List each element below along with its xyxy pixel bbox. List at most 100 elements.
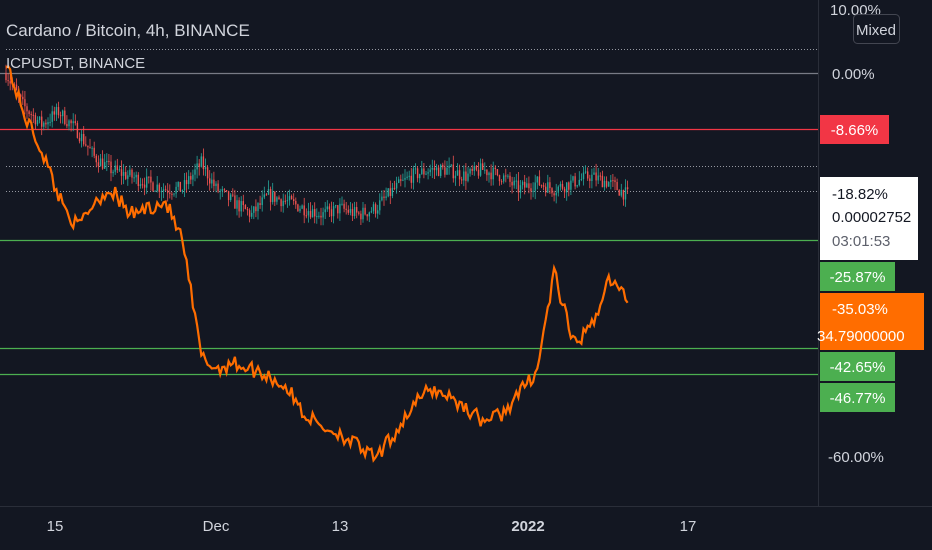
- candle-body: [34, 115, 37, 125]
- candle-body: [626, 187, 629, 190]
- candle-body: [286, 200, 289, 202]
- candle-body: [545, 186, 547, 193]
- candle-body: [185, 180, 188, 185]
- candle-body: [278, 197, 280, 200]
- candle-body: [616, 182, 618, 190]
- candle-body: [572, 176, 574, 181]
- green-line-tag-label: -25.87%: [830, 269, 886, 286]
- candle-body: [337, 205, 339, 214]
- chart-title: Cardano / Bitcoin, 4h, BINANCE: [6, 21, 250, 40]
- candle-body: [59, 115, 62, 117]
- candle-body: [477, 169, 480, 176]
- candle-body: [381, 196, 383, 201]
- candle-body: [515, 180, 517, 182]
- candle-body: [435, 167, 438, 171]
- candle-body: [261, 197, 263, 206]
- candle-body: [452, 164, 454, 179]
- candle-body: [454, 175, 457, 179]
- candle-body: [269, 189, 272, 203]
- candle-body: [423, 168, 425, 175]
- candle-body: [419, 174, 421, 179]
- candle-body: [110, 161, 112, 174]
- candle-body: [414, 168, 417, 170]
- candle-body: [85, 144, 87, 146]
- candle-body: [498, 175, 501, 182]
- candle-body: [47, 122, 49, 125]
- candle-body: [51, 111, 53, 122]
- candle-body: [484, 169, 486, 171]
- candle-body: [320, 215, 322, 218]
- candle-body: [284, 200, 286, 202]
- candle-body: [416, 168, 419, 179]
- candle-body: [524, 181, 526, 188]
- candle-body: [30, 114, 32, 116]
- candle-body: [519, 185, 522, 193]
- candle-body: [360, 213, 362, 220]
- candle-body: [112, 171, 114, 174]
- candle-body: [389, 188, 391, 196]
- candle-body: [26, 106, 28, 112]
- grid: [6, 49, 818, 192]
- main-symbol-percent: -18.82%: [832, 186, 888, 203]
- candle-body: [106, 160, 108, 163]
- candle-body: [108, 160, 110, 162]
- candle-body: [503, 175, 505, 182]
- candle-body: [412, 168, 415, 183]
- candle-body: [490, 172, 492, 180]
- candle-body: [496, 169, 499, 176]
- candle-body: [624, 187, 627, 200]
- candle-body: [561, 183, 564, 189]
- candle-body: [177, 181, 179, 187]
- candle-body: [578, 179, 580, 186]
- candle-body: [57, 107, 60, 116]
- candle-body: [76, 123, 79, 138]
- candle-body: [362, 207, 364, 220]
- main-symbol-price: 0.00002752: [832, 209, 911, 226]
- candle-body: [255, 206, 257, 212]
- candle-body: [364, 207, 366, 215]
- candle-body: [200, 156, 202, 167]
- candle-body: [97, 162, 100, 167]
- candle-body: [62, 110, 64, 117]
- candle-body: [303, 205, 305, 216]
- candle-body: [580, 179, 583, 181]
- candle-body: [341, 203, 343, 205]
- candle-body: [431, 167, 433, 170]
- candle-body: [566, 182, 568, 193]
- candle-body: [521, 181, 524, 186]
- candle-body: [559, 183, 562, 187]
- candle-body: [576, 185, 578, 187]
- candle-body: [244, 205, 247, 210]
- candle-body: [78, 137, 81, 142]
- candle-body: [410, 175, 412, 183]
- candle-body: [574, 176, 576, 187]
- candle-body: [257, 203, 259, 212]
- candle-body: [74, 121, 76, 124]
- candle-body: [152, 182, 154, 192]
- candle-body: [236, 200, 238, 209]
- candle-body: [72, 121, 74, 124]
- candle-body: [104, 162, 106, 169]
- candle-body: [549, 182, 551, 189]
- candle-body: [421, 168, 423, 175]
- candle-body: [595, 172, 597, 181]
- candle-body: [589, 178, 591, 182]
- candle-body: [242, 201, 244, 206]
- candle-body: [456, 170, 459, 176]
- compare-symbol-label[interactable]: ICPUSDT, BINANCE: [6, 55, 145, 72]
- candle-body: [232, 194, 234, 196]
- candle-body: [538, 176, 541, 186]
- candle-body: [509, 175, 511, 182]
- scale-mode-button[interactable]: Mixed: [853, 14, 900, 44]
- candle-body: [393, 187, 396, 189]
- candle-body: [38, 116, 41, 121]
- candle-body: [234, 195, 236, 209]
- candle-body: [194, 169, 196, 175]
- candle-body: [158, 184, 160, 192]
- candle-body: [450, 164, 452, 166]
- candle-body: [427, 172, 429, 174]
- candle-body: [301, 205, 303, 209]
- candle-body: [288, 196, 291, 201]
- bar-countdown: 03:01:53: [832, 233, 890, 250]
